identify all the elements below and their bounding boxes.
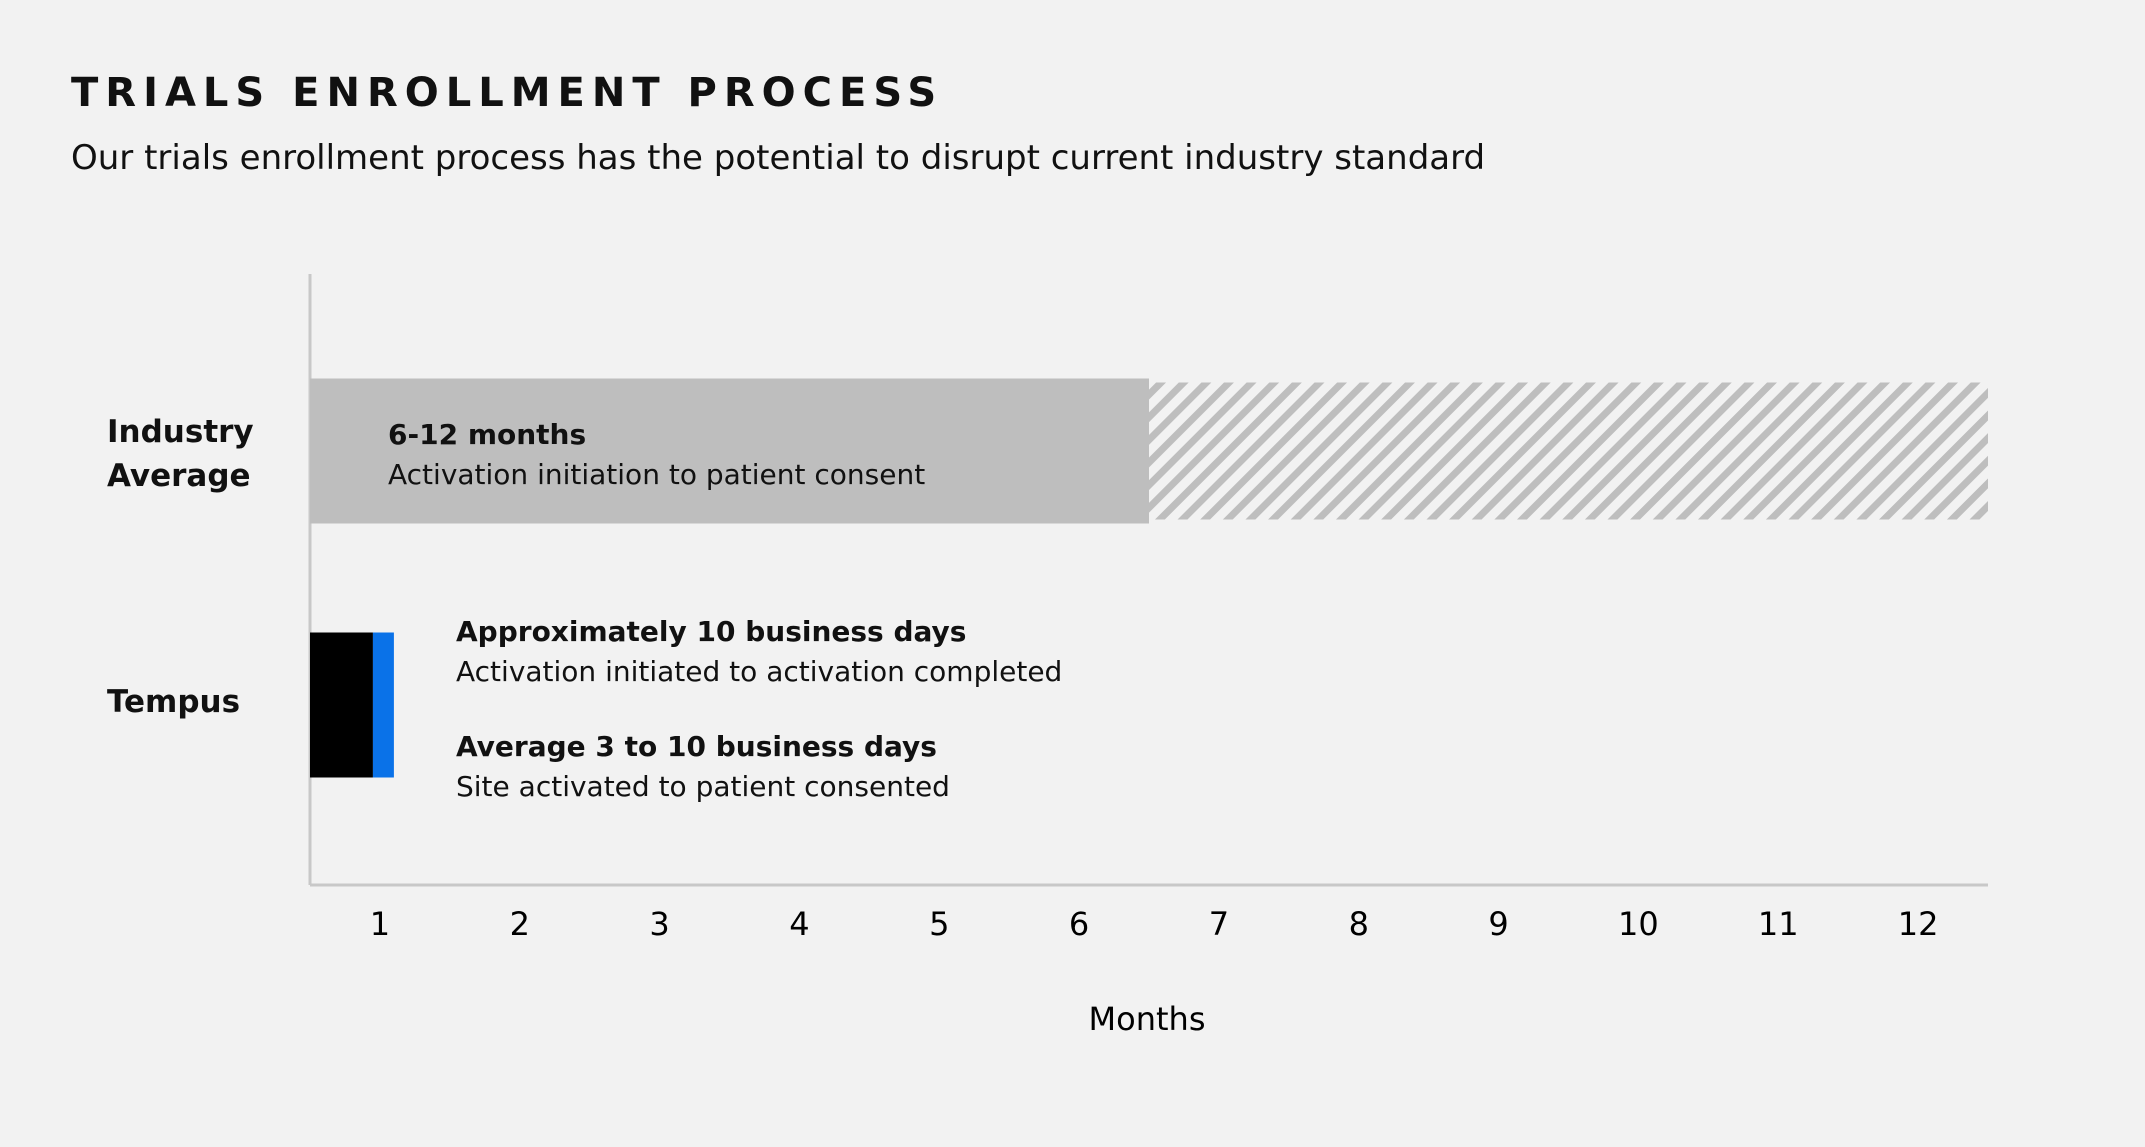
annotation: Average 3 to 10 business days Site activa… <box>456 727 950 807</box>
chart-subtitle: Our trials enrollment process has the po… <box>71 138 1486 178</box>
x-tick-label: 10 <box>1618 905 1659 943</box>
bar <box>1149 382 1988 520</box>
x-tick-label: 1 <box>370 905 390 943</box>
annotation-title: Average 3 to 10 business days <box>456 730 937 763</box>
x-tick-label: 9 <box>1488 905 1508 943</box>
x-tick-label: 5 <box>929 905 949 943</box>
x-tick-label: 12 <box>1898 905 1939 943</box>
category-label: Industry Average <box>107 414 254 494</box>
annotation: 6-12 months Activation initiation to pati… <box>388 415 925 495</box>
bar <box>372 632 394 778</box>
x-axis-label: Months <box>1089 1000 1206 1038</box>
x-tick-label: 3 <box>649 905 669 943</box>
bar <box>310 378 1149 524</box>
annotation: Approximately 10 business days Activation… <box>456 612 1062 692</box>
annotation-text: Activation initiated to activation compl… <box>456 655 1063 688</box>
chart-title: TRIALS ENROLLMENT PROCESS <box>71 70 944 116</box>
annotation-text: Activation initiation to patient consent <box>388 458 926 491</box>
x-tick-label: 4 <box>789 905 809 943</box>
bar <box>310 632 373 778</box>
x-tick-label: 11 <box>1758 905 1799 943</box>
x-tick-label: 2 <box>510 905 530 943</box>
category-label: Tempus <box>107 684 241 720</box>
x-tick-label: 6 <box>1069 905 1089 943</box>
annotation-title: Approximately 10 business days <box>456 615 967 648</box>
annotation-text: Site activated to patient consented <box>456 770 950 803</box>
annotation-title: 6-12 months <box>388 418 587 451</box>
x-tick-label: 8 <box>1349 905 1369 943</box>
x-tick-label: 7 <box>1209 905 1229 943</box>
